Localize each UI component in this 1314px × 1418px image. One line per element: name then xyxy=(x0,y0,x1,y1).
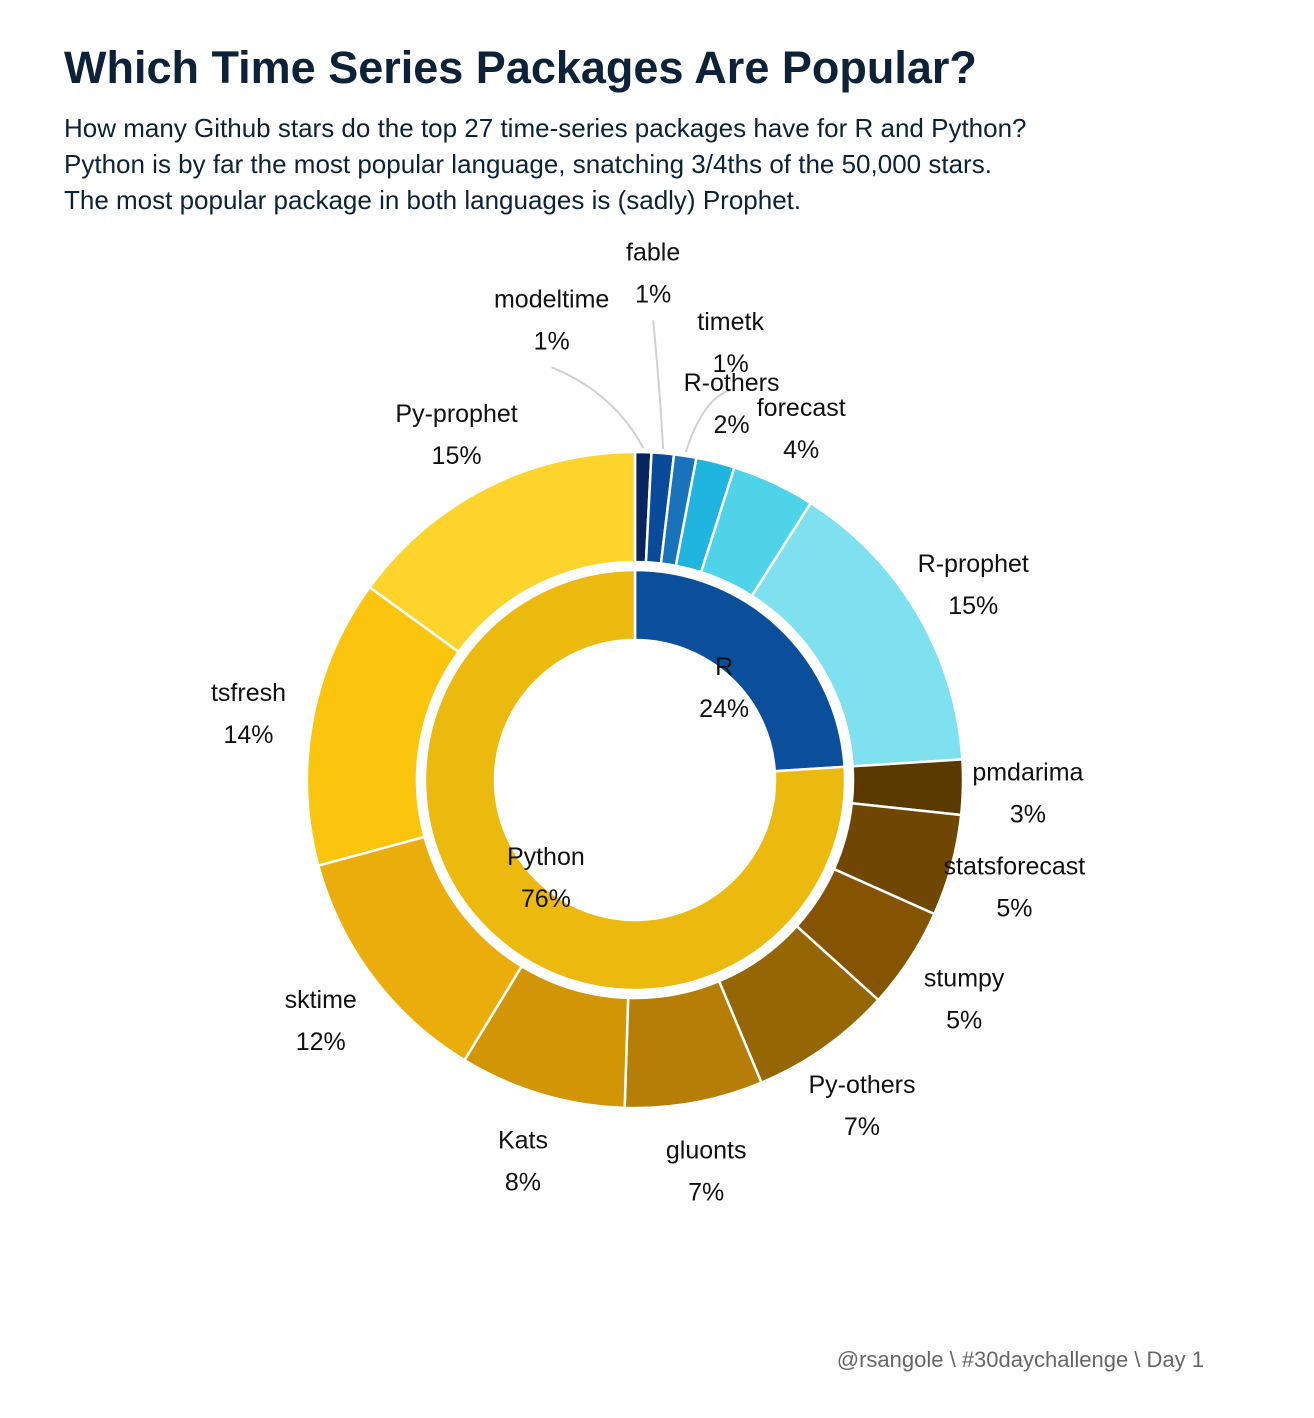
label-r-prophet: R-prophet xyxy=(918,550,1029,578)
label-modeltime: modeltime xyxy=(494,285,609,313)
chart-subtitle: How many Github stars do the top 27 time… xyxy=(64,110,1294,218)
subtitle-line-3: The most popular package in both languag… xyxy=(64,185,802,215)
chart-title: Which Time Series Packages Are Popular? xyxy=(64,42,977,93)
pct-py-prophet: 15% xyxy=(432,442,482,470)
label-tsfresh: tsfresh xyxy=(211,679,286,707)
label-sktime: sktime xyxy=(285,986,357,1014)
pct-r: 24% xyxy=(699,695,749,723)
leader-lines xyxy=(551,320,731,453)
label-stumpy: stumpy xyxy=(924,965,1005,993)
pct-gluonts: 7% xyxy=(688,1178,724,1206)
label-py-prophet: Py-prophet xyxy=(395,400,517,428)
label-kats: Kats xyxy=(498,1127,548,1155)
pct-pmdarima: 3% xyxy=(1010,801,1046,829)
outer-slice-py-prophet xyxy=(367,450,637,654)
slice-labels: R24%Python76%modeltime1%fable1%timetk1%R… xyxy=(211,238,1085,1206)
pct-python: 76% xyxy=(521,885,571,913)
label-forecast: forecast xyxy=(757,394,846,422)
pct-py-others: 7% xyxy=(844,1113,880,1141)
pct-kats: 8% xyxy=(505,1169,541,1197)
leader-fable xyxy=(652,320,665,450)
label-py-others: Py-others xyxy=(808,1071,915,1099)
label-fable: fable xyxy=(626,238,680,266)
subtitle-line-2: Python is by far the most popular langua… xyxy=(64,149,992,179)
inner-slice-python xyxy=(423,568,847,992)
label-gluonts: gluonts xyxy=(666,1136,747,1164)
pct-timetk: 1% xyxy=(713,350,749,378)
pct-fable: 1% xyxy=(635,280,671,308)
inner-slice-r xyxy=(633,568,846,773)
label-python: Python xyxy=(507,843,585,871)
pct-r-prophet: 15% xyxy=(948,592,998,620)
label-r: R xyxy=(715,653,733,681)
pct-statsforecast: 5% xyxy=(996,895,1032,923)
pct-r-others: 2% xyxy=(713,411,749,439)
label-timetk: timetk xyxy=(697,308,764,336)
leader-timetk xyxy=(684,389,731,453)
leader-modeltime xyxy=(551,366,645,449)
chart-caption: @rsangole \ #30daychallenge \ Day 1 xyxy=(836,1347,1204,1372)
pct-stumpy: 5% xyxy=(946,1007,982,1035)
pct-tsfresh: 14% xyxy=(223,721,273,749)
pct-forecast: 4% xyxy=(783,436,819,464)
inner-ring xyxy=(423,568,847,992)
subtitle-line-1: How many Github stars do the top 27 time… xyxy=(64,113,1027,143)
pct-sktime: 12% xyxy=(296,1028,346,1056)
pct-modeltime: 1% xyxy=(534,327,570,355)
label-r-others: R-others xyxy=(684,369,780,397)
outer-ring xyxy=(305,450,965,1110)
label-statsforecast: statsforecast xyxy=(944,853,1086,881)
label-pmdarima: pmdarima xyxy=(972,759,1083,787)
